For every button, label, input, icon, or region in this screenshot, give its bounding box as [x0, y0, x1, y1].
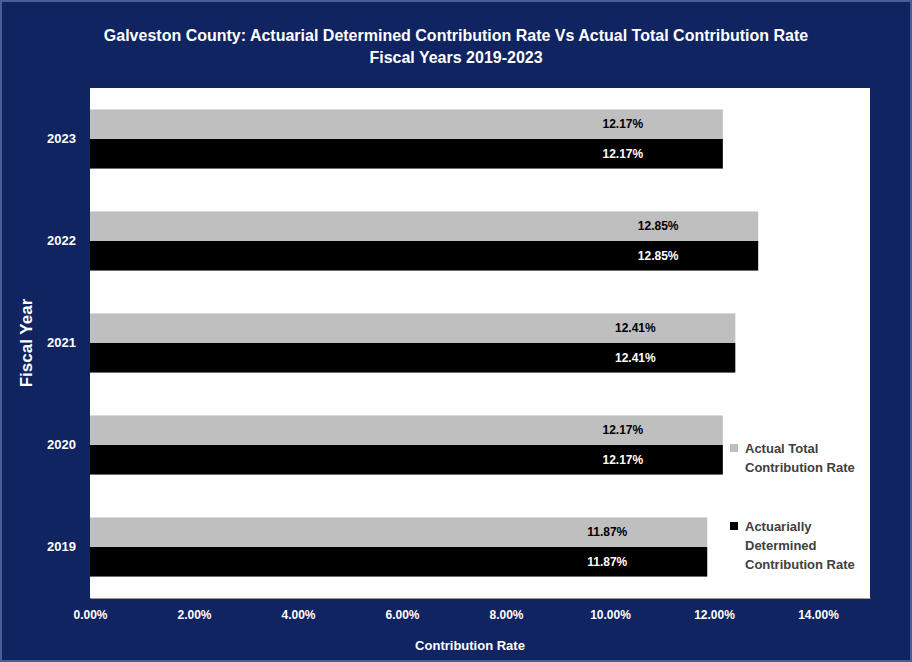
x-tick-label: 6.00% — [385, 608, 419, 622]
data-label: 12.41% — [615, 351, 656, 365]
legend-item: Actual TotalContribution Rate — [730, 441, 855, 475]
y-tick: 2019 — [47, 539, 90, 554]
x-tick: 4.00% — [281, 598, 315, 622]
legend-item: ActuariallyDeterminedContribution Rate — [730, 519, 855, 572]
data-label: 12.17% — [602, 117, 643, 131]
bar — [90, 109, 723, 139]
legend-swatch — [730, 522, 738, 530]
data-label: 12.85% — [638, 249, 679, 263]
bar — [90, 445, 723, 475]
data-label: 12.17% — [602, 423, 643, 437]
x-tick-label: 14.00% — [798, 608, 839, 622]
legend: Actual TotalContribution Rate Actuarially… — [730, 441, 855, 572]
data-label: 11.87% — [587, 525, 627, 539]
bar — [90, 241, 758, 271]
plot-area — [90, 88, 870, 598]
bar — [90, 139, 723, 169]
data-label: 12.41% — [615, 321, 656, 335]
bar — [90, 211, 758, 241]
x-tick-label: 10.00% — [590, 608, 631, 622]
title: Galveston County: Actuarial Determined C… — [104, 27, 808, 44]
bar — [90, 547, 707, 577]
x-tick: 2.00% — [177, 598, 211, 622]
y-tick: 2021 — [47, 335, 90, 350]
x-tick-label: 2.00% — [177, 608, 211, 622]
x-tick-label: 8.00% — [489, 608, 523, 622]
subtitle: Fiscal Years 2019-2023 — [369, 49, 542, 66]
x-tick-label: 4.00% — [281, 608, 315, 622]
x-axis-line — [91, 598, 871, 599]
x-tick-label: 12.00% — [694, 608, 735, 622]
data-label: 11.87% — [587, 555, 627, 569]
bars — [90, 109, 758, 576]
x-tick: 14.00% — [798, 598, 839, 622]
data-labels: 11.87% 12.17% 12.41% 12.85% 12.17% 11.87% 12.1… — [587, 117, 679, 569]
y-tick: 2020 — [47, 437, 90, 452]
legend-label: ActuariallyDeterminedContribution Rate — [745, 519, 855, 572]
x-tick-label: 0.00% — [73, 608, 107, 622]
y-tick: 2023 — [47, 131, 90, 146]
y-tick: 2022 — [47, 233, 90, 248]
data-label: 12.17% — [602, 453, 643, 467]
y-axis: 2019 2020 2021 2022 2023 — [47, 89, 90, 599]
x-tick: 12.00% — [694, 598, 735, 622]
x-tick: 0.00% — [73, 598, 107, 622]
x-tick: 6.00% — [385, 598, 419, 622]
y-tick-label: 2022 — [47, 233, 76, 248]
x-tick: 10.00% — [590, 598, 631, 622]
y-axis-title: Fiscal Year — [17, 298, 36, 387]
legend-swatch — [730, 444, 738, 452]
bar — [90, 343, 735, 373]
y-tick-label: 2019 — [47, 539, 76, 554]
legend-label: Actual TotalContribution Rate — [745, 441, 855, 475]
bar — [90, 517, 707, 547]
chart: Galveston County: Actuarial Determined C… — [0, 0, 912, 662]
y-tick-label: 2023 — [47, 131, 76, 146]
x-axis-title: Contribution Rate — [415, 638, 525, 653]
background — [1, 1, 911, 661]
bar — [90, 415, 723, 445]
data-label: 12.85% — [638, 219, 679, 233]
y-tick-label: 2020 — [47, 437, 76, 452]
x-axis: 0.00% 2.00% 4.00% 6.00% 8.00% 10.00% 12.00% 14.… — [73, 598, 870, 622]
bar — [90, 313, 735, 343]
data-label: 12.17% — [602, 147, 643, 161]
y-tick-label: 2021 — [47, 335, 76, 350]
x-tick: 8.00% — [489, 598, 523, 622]
